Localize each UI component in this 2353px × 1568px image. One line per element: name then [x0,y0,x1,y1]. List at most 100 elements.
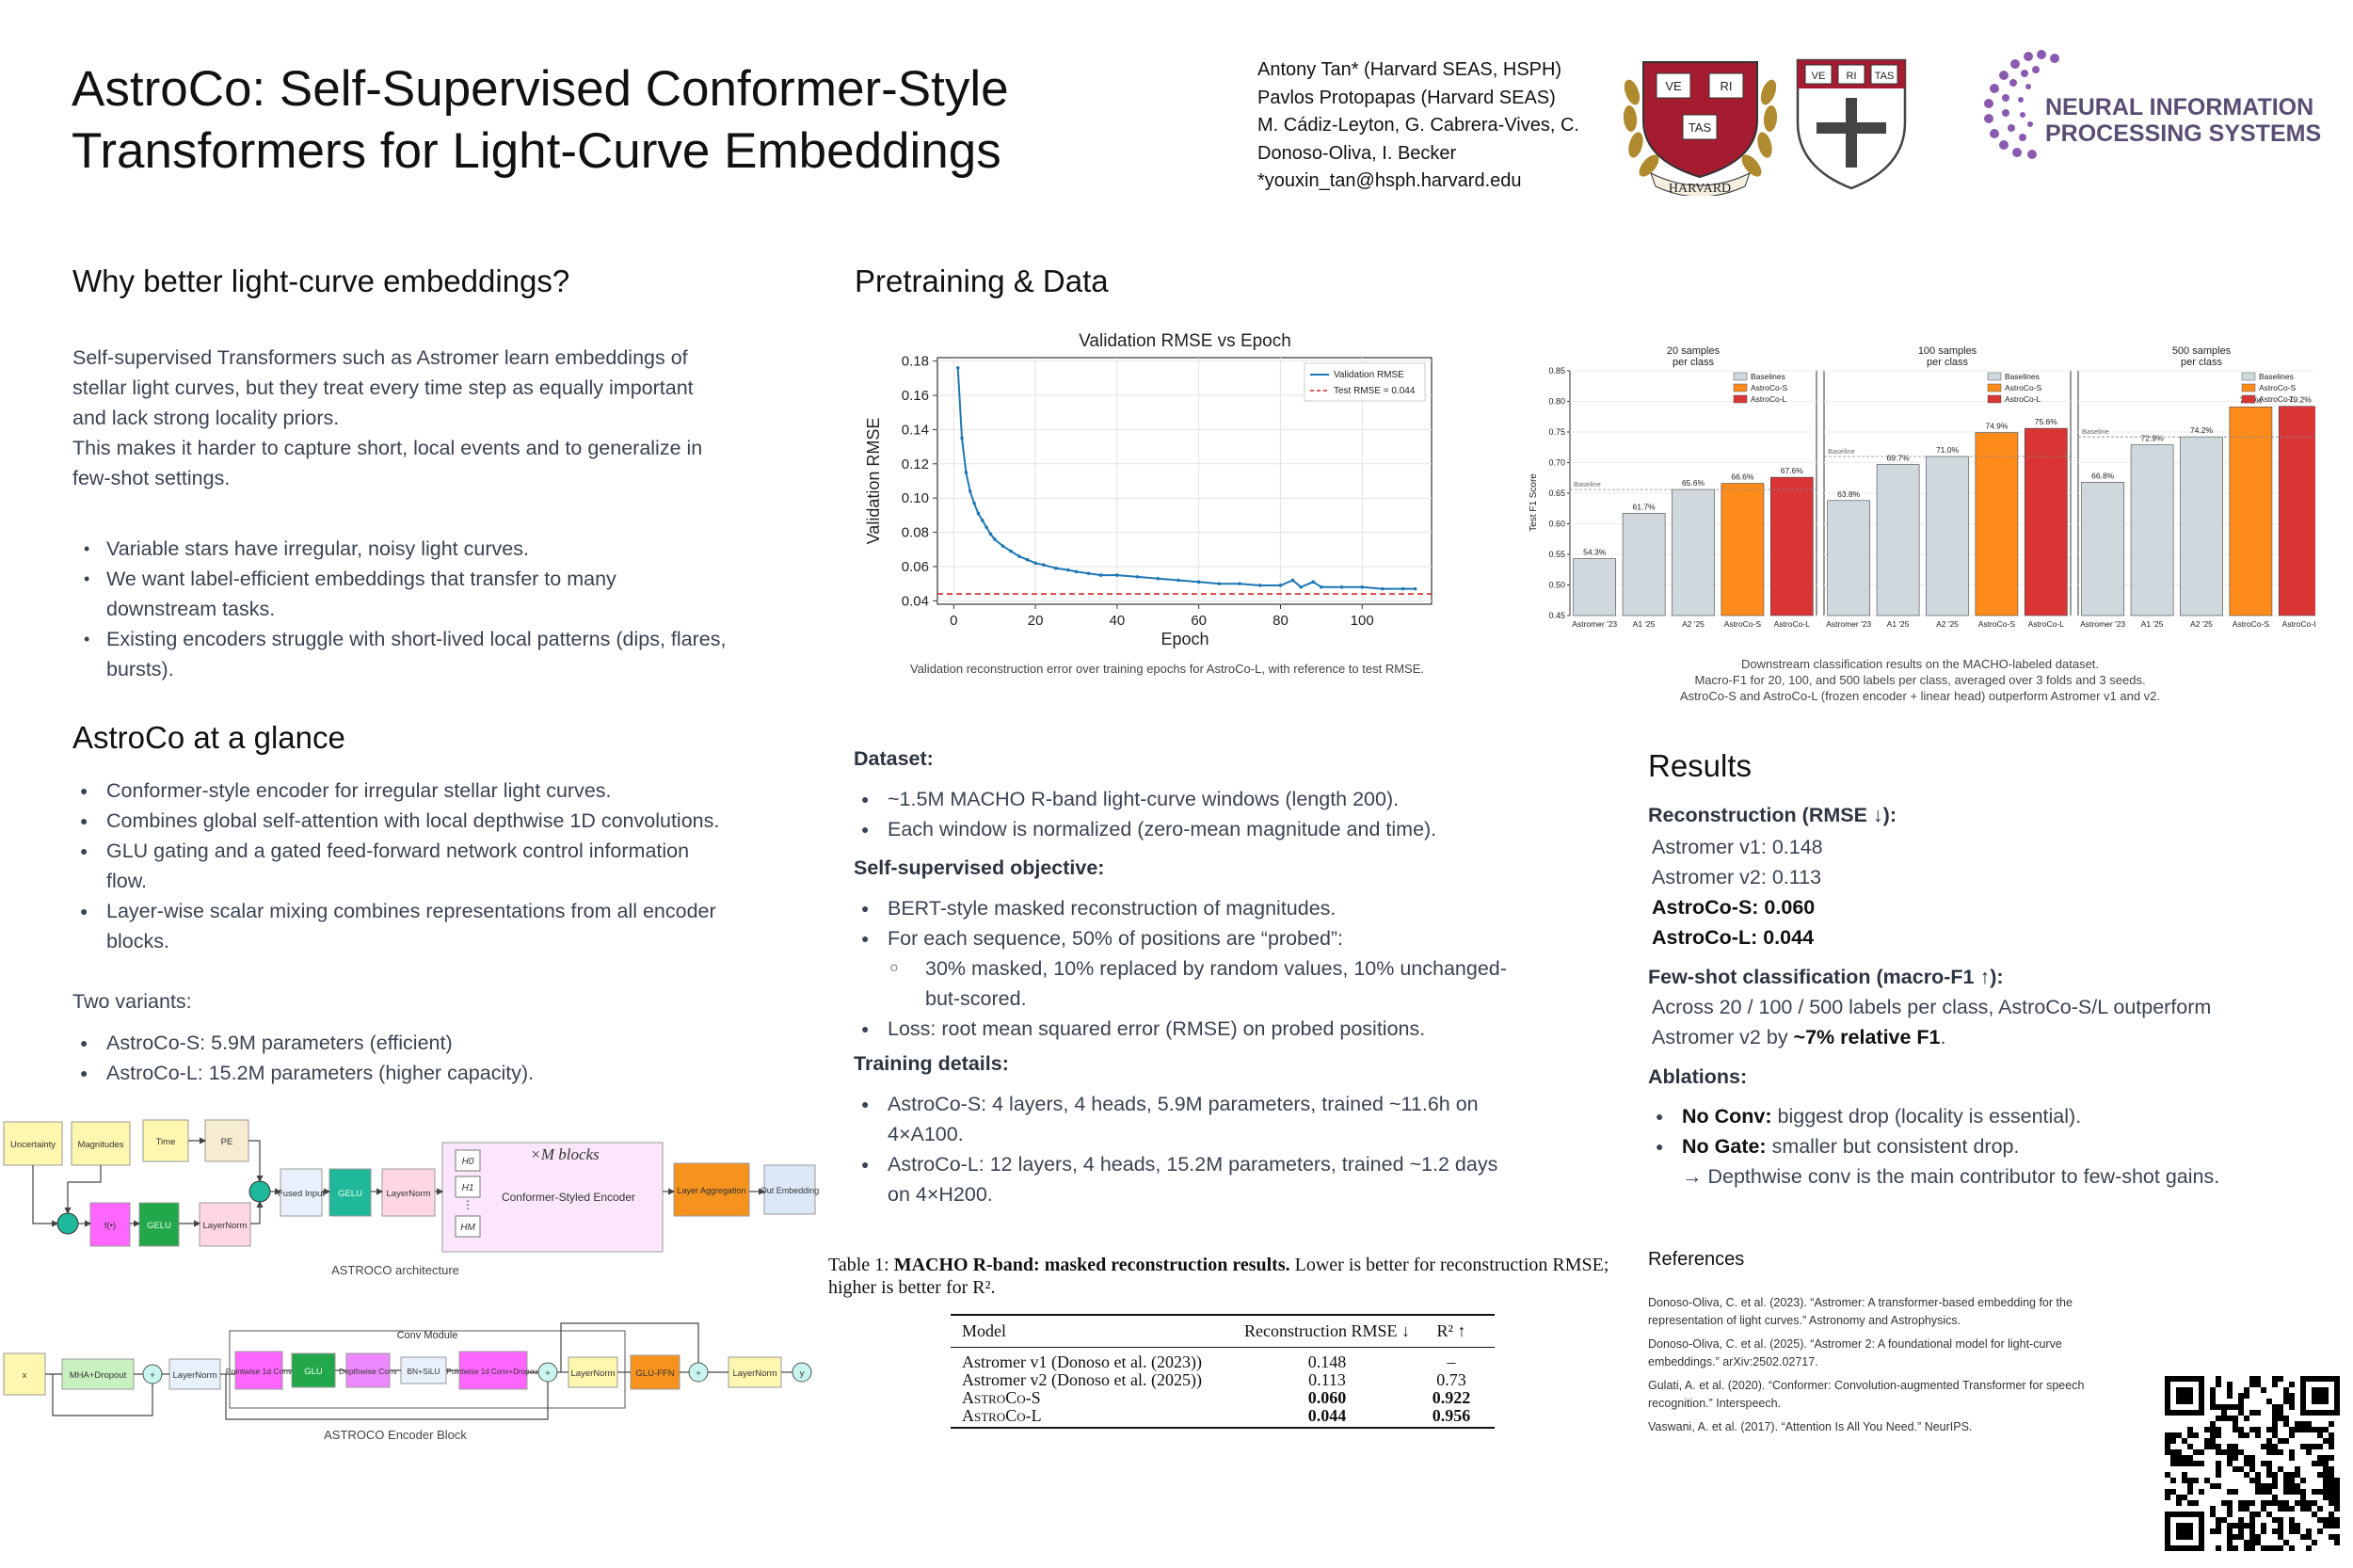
list-item: No Gate: smaller but consistent drop. [1648,1131,2326,1161]
glu-ffn-label: GLU-FFN [635,1368,674,1379]
motto-ri: RI [1721,79,1733,93]
bar-label: 67.6% [1781,466,1804,475]
recon-label: Reconstruction (RMSE ↓): [1648,804,1897,826]
x-tick-label: Astromer '23 [2080,619,2125,629]
reference-item: Donoso-Oliva, C. et al. (2025). “Astrome… [1648,1337,2062,1368]
x-tick-label: Astromer '23 [1572,619,1617,629]
bar [1926,456,1969,616]
panel-title: 500 samples [2172,345,2232,357]
x-axis-label: Epoch [1160,630,1209,648]
depthwise-conv-label: Depthwise Conv [339,1367,398,1376]
bar-label: 71.0% [1936,445,1960,455]
table-header-row: Model Reconstruction RMSE ↓ R² ↑ [951,1314,1495,1348]
legend-entry: AstroCo-L [2005,394,2041,404]
table-row: AstroCo-L 0.044 0.956 [962,1407,1483,1425]
layernorm-label: LayerNorm [203,1221,248,1231]
h0-label: H0 [462,1157,474,1167]
data-point [984,525,988,529]
data-point [1290,578,1295,583]
x-label: x [23,1370,27,1381]
list-item: Variable stars have irregular, noisy lig… [72,534,731,564]
ablation-list: No Conv: biggest drop (locality is essen… [1648,1101,2326,1161]
table-cell: Astromer v1 (Donoso et al. (2023)) [962,1352,1202,1371]
bar [1876,464,1920,616]
x-tick-label: A2 '25 [1936,619,1959,629]
bar [2024,427,2068,616]
table-header: R² ↑ [1436,1321,1466,1340]
layernorm-label: LayerNorm [173,1370,217,1381]
y-tick-label: 0.04 [902,593,929,609]
data-point [1016,554,1021,558]
plus-label: + [545,1368,551,1379]
bar [1573,558,1617,616]
why-bullet-list: Variable stars have irregular, noisy lig… [72,534,731,684]
data-point [988,532,993,536]
pe-box [204,1119,249,1162]
pe-label: PE [221,1137,233,1147]
list-item: Existing encoders struggle with short-li… [72,624,731,684]
objective-block: BERT-style masked reconstruction of magn… [854,893,1513,1044]
table-caption-bold: MACHO R-band: masked reconstruction resu… [893,1255,1290,1275]
data-point [1054,566,1058,570]
baseline-label: Baseline [1574,480,1601,488]
legend-swatch [2241,394,2256,404]
data-point [1257,584,1262,587]
ribbon-label: HARVARD [1669,182,1731,196]
x-tick-label: A1 '25 [2141,619,2164,629]
data-point [968,489,972,493]
caption-line: Downstream classification results on the… [1740,657,2100,671]
recon-item: AstroCo-L: 0.044 [1652,926,1815,949]
x-tick-label: AstroCo-S [2233,619,2270,629]
bar [2130,444,2174,616]
training-list: AstroCo-S: 4 layers, 4 heads, 5.9M param… [854,1089,1513,1209]
bar-label: 65.6% [1682,478,1705,488]
bar-label: 63.8% [1837,489,1861,499]
ablation-name: No Conv: [1682,1105,1772,1128]
bar [1975,432,2019,616]
list-item: We want label-efficient embeddings that … [72,564,731,624]
title-line-1: AstroCo: Self-Supervised Conformer-Style [72,61,1009,117]
list-item: 30% masked, 10% replaced by random value… [854,953,1513,1014]
references-list: Donoso-Oliva, C. et al. (2023). “Astrome… [1648,1294,2119,1442]
encoder-block-diagram: x MHA+Dropout + LayerNorm Conv Module Po… [3,1322,812,1420]
qr-code[interactable] [2165,1376,2340,1551]
y-tick-label: 0.10 [902,490,929,506]
legend-swatch [1987,383,2002,392]
chart-legend: Validation RMSE Test RMSE = 0.044 [1304,362,1426,402]
table-caption: Table 1: MACHO R-band: masked reconstruc… [828,1254,1619,1299]
list-item: Layer-wise scalar mixing combines repres… [72,896,731,956]
bar [2278,406,2315,616]
recon-item: Astromer v1: 0.148 [1652,836,1823,858]
fewshot-part: . [1940,1026,1946,1048]
caption-line: AstroCo-S and AstroCo-L (frozen encoder … [1679,689,2161,703]
data-point [1311,580,1315,584]
dataset-label: Dataset: [854,747,934,770]
list-item: No Conv: biggest drop (locality is essen… [1648,1101,2326,1131]
fused-input-label: Fused Input [278,1189,326,1199]
table-row: AstroCo-S 0.060 0.922 [962,1389,1483,1407]
data-point [1176,578,1180,583]
data-point [992,537,997,541]
magnitudes-label: Magnitudes [77,1140,123,1150]
results-table: Model Reconstruction RMSE ↓ R² ↑ Astrome… [951,1314,1495,1429]
list-item: Loss: root mean squared error (RMSE) on … [854,1014,1513,1044]
out-embedding-box [763,1164,816,1215]
table-cell: 0.73 [1436,1370,1466,1389]
pointwise-dropout-label: Pointwise 1d Conv+Dropout [446,1368,540,1376]
y-tick-label: 0.06 [902,559,929,575]
add-node-icon [248,1180,271,1203]
cross-icon [1817,98,1886,168]
fewshot-line: Astromer v2 by ~7% relative F1. [1652,1022,2326,1052]
neurips-swirl-icon [1984,50,2059,159]
why-paragraph: This makes it harder to capture short, l… [72,437,703,489]
out-embedding-label: Out Embedding [760,1186,820,1195]
gelu-label: GELU [338,1189,362,1199]
neurips-line-2: PROCESSING SYSTEMS [2045,120,2321,147]
y-tick-label: 0.70 [1548,458,1565,468]
x-tick-label: A2 '25 [1682,619,1705,629]
legend-entry: Baselines [2005,372,2040,381]
data-point [1156,576,1160,581]
x-tick-label: 0 [950,613,957,629]
bar [1827,500,1871,616]
